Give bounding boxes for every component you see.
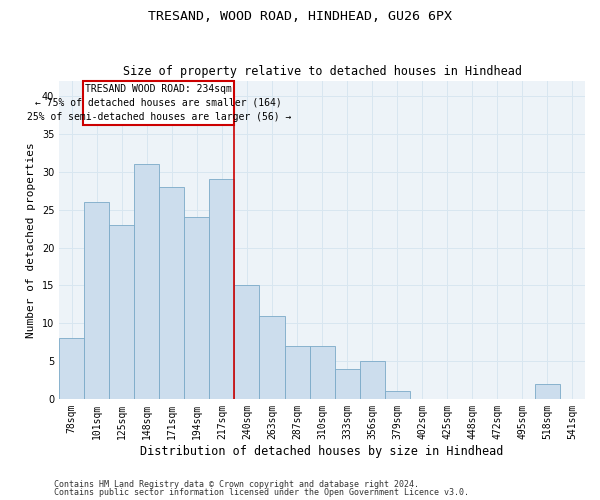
Bar (134, 164, 160, 399)
Bar (335, 368, 359, 399)
Bar (109, 225, 134, 399)
Bar (259, 316, 284, 399)
Bar (535, 384, 560, 399)
Bar (209, 180, 235, 399)
X-axis label: Distribution of detached houses by size in Hindhead: Distribution of detached houses by size … (140, 444, 504, 458)
Bar (235, 286, 259, 399)
Bar (184, 217, 209, 399)
Bar (84, 202, 109, 399)
Text: Contains public sector information licensed under the Open Government Licence v3: Contains public sector information licen… (54, 488, 469, 497)
Bar (284, 346, 310, 399)
Title: Size of property relative to detached houses in Hindhead: Size of property relative to detached ho… (122, 66, 521, 78)
Text: TRESAND WOOD ROAD: 234sqm
← 75% of detached houses are smaller (164)
25% of semi: TRESAND WOOD ROAD: 234sqm ← 75% of detac… (26, 84, 291, 122)
Text: TRESAND, WOOD ROAD, HINDHEAD, GU26 6PX: TRESAND, WOOD ROAD, HINDHEAD, GU26 6PX (148, 10, 452, 23)
Bar (310, 346, 335, 399)
Text: Contains HM Land Registry data © Crown copyright and database right 2024.: Contains HM Land Registry data © Crown c… (54, 480, 419, 489)
Bar (359, 361, 385, 399)
Bar (59, 338, 84, 399)
Bar (160, 187, 184, 399)
FancyBboxPatch shape (83, 81, 235, 125)
Y-axis label: Number of detached properties: Number of detached properties (26, 142, 36, 338)
Bar (385, 392, 410, 399)
